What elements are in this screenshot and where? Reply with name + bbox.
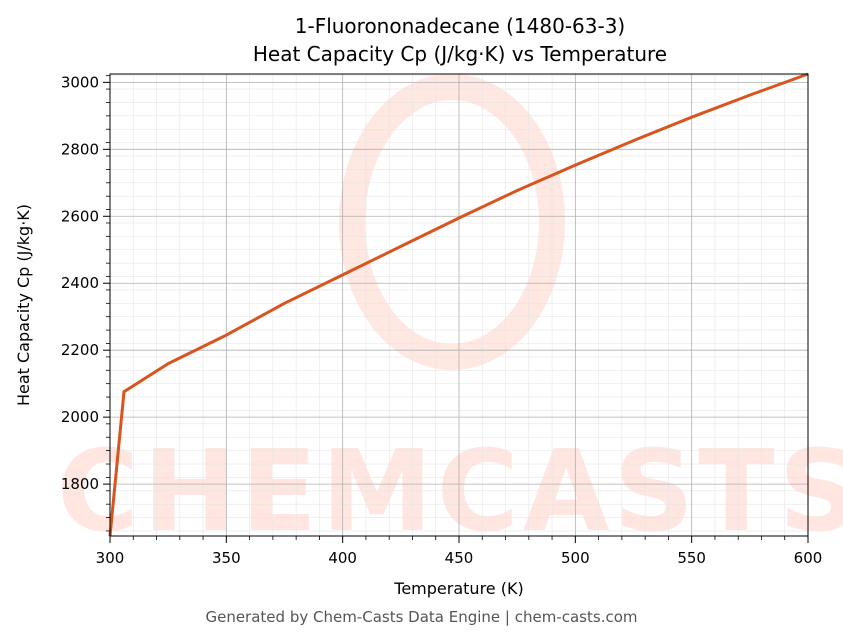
watermark-text: CHEMCASTS — [57, 427, 843, 557]
y-tick-label: 2800 — [61, 140, 99, 158]
chart-title: 1-Fluorononadecane (1480-63-3) — [295, 14, 625, 38]
y-tick-label: 2400 — [61, 274, 99, 292]
y-tick-label: 2200 — [61, 341, 99, 359]
x-axis-label: Temperature (K) — [393, 579, 523, 598]
y-tick-label: 2000 — [61, 408, 99, 426]
y-tick-label: 3000 — [61, 73, 99, 91]
x-tick-label: 450 — [445, 549, 474, 567]
y-tick-label: 1800 — [61, 475, 99, 493]
y-tick-label: 2600 — [61, 207, 99, 225]
x-tick-label: 600 — [794, 549, 823, 567]
footer-credit: Generated by Chem-Casts Data Engine | ch… — [205, 608, 638, 626]
series-line-0 — [108, 72, 809, 537]
x-tick-label: 300 — [96, 549, 125, 567]
x-tick-label: 550 — [677, 549, 706, 567]
x-tick-label: 350 — [212, 549, 241, 567]
axis-ticks: 300 350 400 450 500 550 600 1800 2000 2200 2400 260… — [61, 73, 823, 567]
x-tick-label: 400 — [328, 549, 357, 567]
y-axis-label: Heat Capacity Cp (J/kg·K) — [14, 204, 33, 406]
x-tick-label: 500 — [561, 549, 590, 567]
chart-subtitle: Heat Capacity Cp (J/kg·K) vs Temperature — [253, 42, 667, 66]
watermark: CHEMCASTS — [57, 74, 843, 557]
plot-frame — [109, 73, 809, 537]
series-layer — [108, 72, 809, 537]
chart: 1-Fluorononadecane (1480-63-3) Heat Capa… — [14, 14, 843, 598]
